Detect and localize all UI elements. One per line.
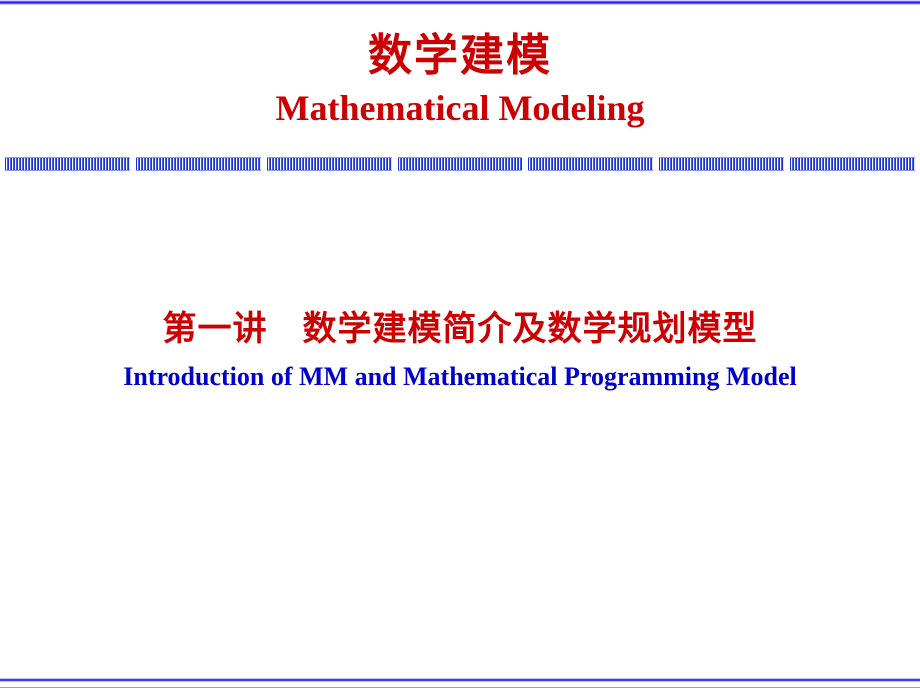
bar-segment [528, 157, 653, 171]
bottom-border-rule [0, 678, 920, 682]
subtitle-en: Introduction of MM and Mathematical Prog… [0, 362, 920, 392]
bar-segment [790, 157, 915, 171]
decorative-divider-bar [0, 157, 920, 171]
subtitle-cn: 第一讲 数学建模简介及数学规划模型 [0, 301, 920, 350]
main-title-cn: 数学建模 [0, 19, 920, 83]
main-title-en: Mathematical Modeling [0, 87, 920, 129]
bar-segment [5, 157, 130, 171]
top-border-rule [0, 0, 920, 5]
subtitle-area: 第一讲 数学建模简介及数学规划模型 Introduction of MM and… [0, 301, 920, 392]
bar-segment [398, 157, 523, 171]
bar-segment [136, 157, 261, 171]
bottom-thin-rule [0, 687, 920, 688]
bar-segment [267, 157, 392, 171]
bar-segment [659, 157, 784, 171]
